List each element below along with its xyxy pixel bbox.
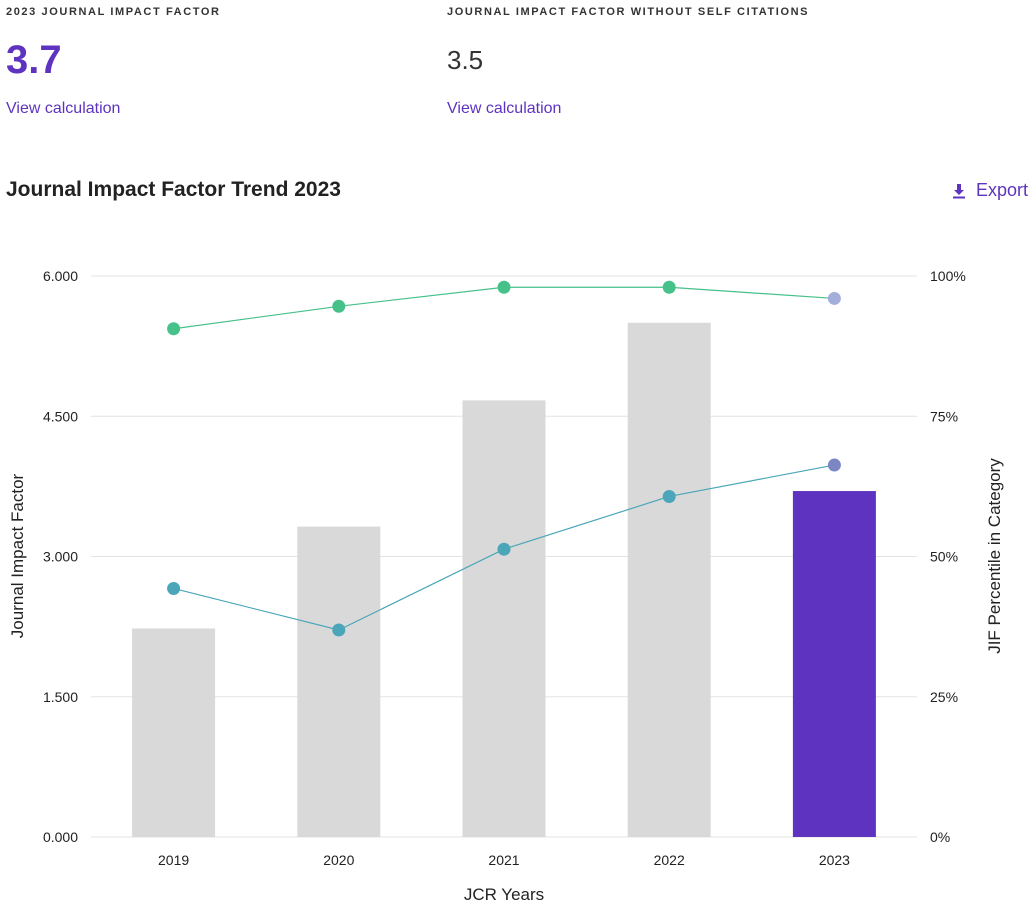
bar-2023 [792,491,876,837]
x-tick-label: 2019 [158,852,189,868]
export-button[interactable]: Export [952,180,1028,201]
bar-2019 [132,628,216,837]
percentile-point-2-2020 [332,623,346,637]
y2-tick-label: 75% [930,408,958,424]
x-tick-label: 2021 [488,852,519,868]
percentile-point-1-2022 [662,280,676,294]
y-tick-label: 0.000 [43,829,78,845]
percentile-point-1-2020 [332,299,346,313]
percentile-point-2-2022 [662,489,676,503]
x-tick-label: 2023 [819,852,850,868]
jif-no-self-label: JOURNAL IMPACT FACTOR WITHOUT SELF CITAT… [447,6,810,18]
jif-value: 3.7 [6,38,62,82]
percentile-point-2-2021 [497,542,511,556]
bar-2020 [297,526,381,837]
percentile-point-2-2019 [167,581,181,595]
x-axis-title: JCR Years [464,885,544,904]
y-tick-label: 1.500 [43,689,78,705]
y2-tick-label: 0% [930,829,950,845]
chart-title: Journal Impact Factor Trend 2023 [6,178,341,201]
percentile-point-1-2021 [497,280,511,294]
download-icon [952,183,965,198]
jif-no-self-view-calculation-link[interactable]: View calculation [447,100,562,117]
y-axis-title: Journal Impact Factor [8,473,27,638]
jif-view-calculation-link[interactable]: View calculation [6,100,121,117]
y-tick-label: 4.500 [43,408,78,424]
y2-axis-title: JIF Percentile in Category [985,458,1004,654]
y2-tick-label: 25% [930,689,958,705]
percentile-point-2-2023 [827,458,841,472]
bar-2021 [462,400,546,837]
y-tick-label: 6.000 [43,268,78,284]
bar-2022 [627,322,711,837]
y2-tick-label: 50% [930,549,958,565]
export-label: Export [975,180,1028,200]
y-tick-label: 3.000 [43,549,78,565]
jif-no-self-value: 3.5 [447,45,484,75]
x-tick-label: 2022 [654,852,685,868]
jif-label: 2023 JOURNAL IMPACT FACTOR [6,6,221,18]
x-tick-label: 2020 [323,852,354,868]
percentile-point-1-2019 [167,322,181,336]
percentile-point-1-2023 [827,291,841,305]
y2-tick-label: 100% [930,268,966,284]
